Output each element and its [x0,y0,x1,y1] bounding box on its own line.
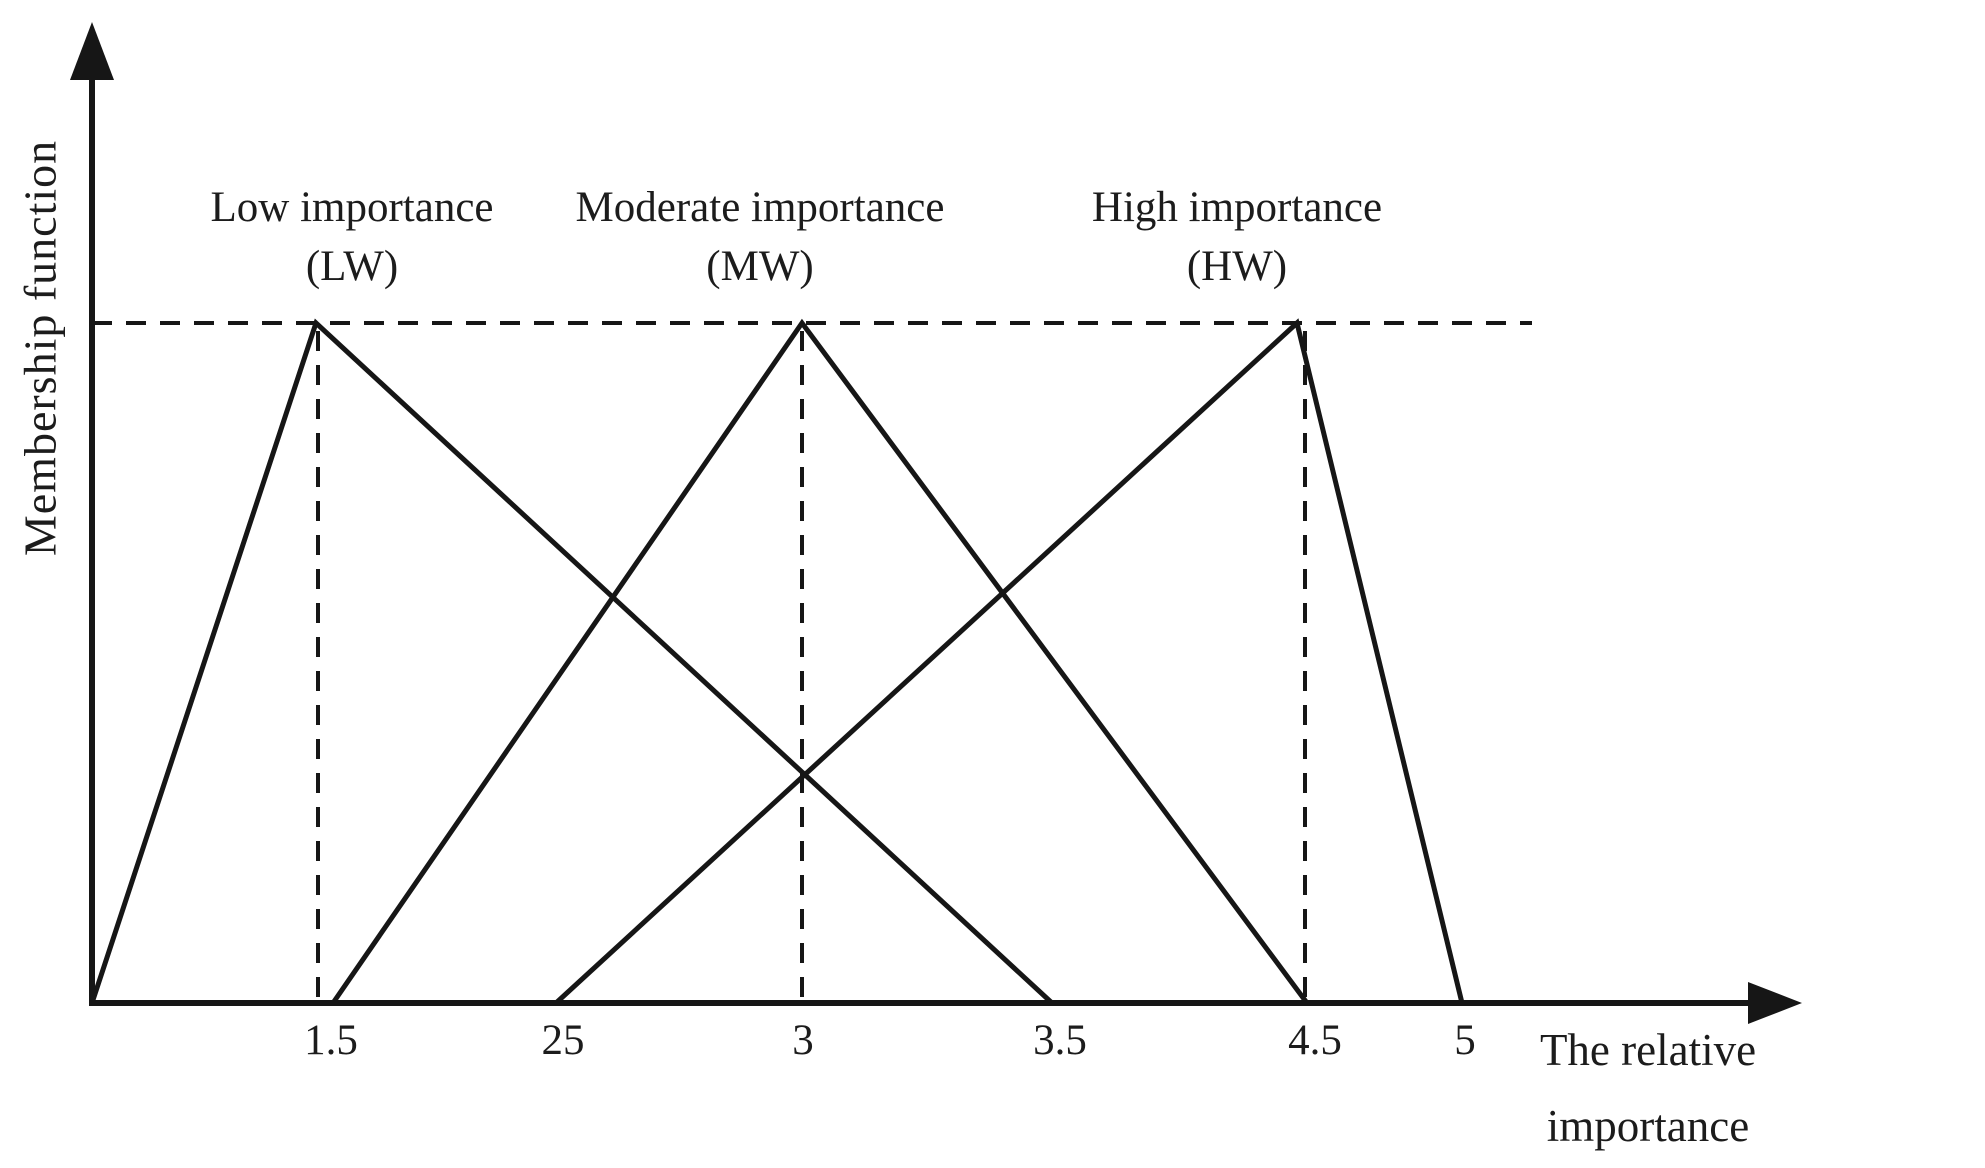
curve-label-1-abbrev: (MW) [706,243,814,290]
curve-label-2-abbrev: (HW) [1186,243,1288,290]
hw-membership-curve [553,318,1465,1006]
curve-label-0-abbrev: (LW) [305,243,399,290]
y-axis-arrow-icon [70,22,114,80]
curve-label-0: Low importance (LW) [211,178,494,296]
x-tick-label-0: 1.5 [304,1017,358,1064]
x-tick-label-1: 25 [541,1017,585,1064]
x-axis-label-line1: The relative [1539,1025,1757,1075]
curve-label-2: High importance (HW) [1092,178,1382,296]
curve-label-0-name: Low importance [210,184,494,231]
curve-label-2-name: High importance [1091,184,1383,231]
x-tick-label-4: 4.5 [1288,1017,1342,1064]
lw-membership-curve [89,318,1055,1006]
mw-membership-curve [330,318,1310,1006]
curve-label-1-name: Moderate importance [575,184,945,231]
x-tick-label-5: 5 [1454,1017,1476,1064]
curve-label-1: Moderate importance (MW) [576,178,945,296]
x-tick-label-3: 3.5 [1033,1017,1087,1064]
y-axis-label: Membership function [14,139,66,557]
x-axis-label: The relative importance [1540,1012,1756,1164]
x-tick-label-2: 3 [792,1017,814,1064]
x-axis-arrow-icon [1748,982,1802,1024]
x-axis-label-line2: importance [1546,1101,1750,1151]
